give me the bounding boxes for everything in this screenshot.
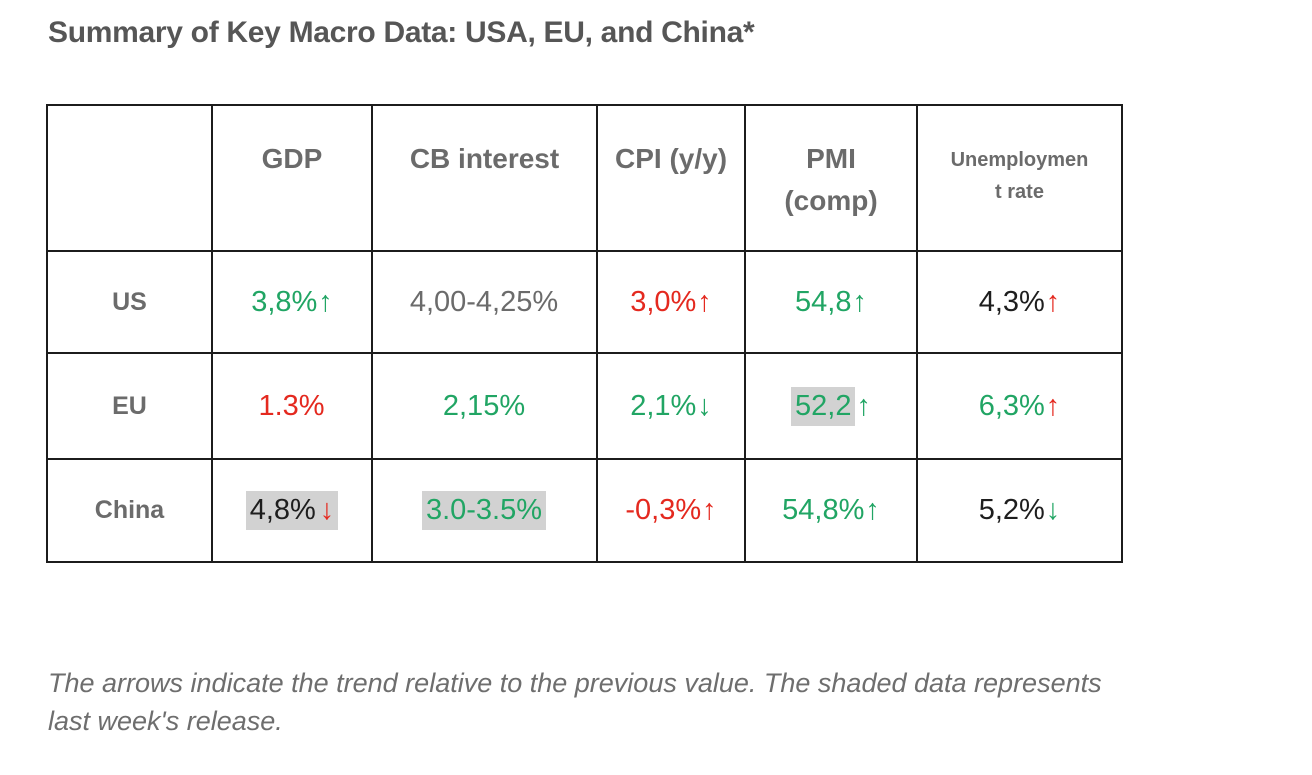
cell-value: 1.3%	[258, 389, 325, 422]
header-label: CPI (y/y)	[614, 143, 728, 174]
cell-us-unemployment: 4,3%↑	[916, 250, 1123, 354]
cell-value: 4,8%	[245, 491, 320, 530]
table-row-eu: EU 1.3% 2,15% 2,1%↓ 52,2 ↑ 6,3%↑	[46, 352, 1123, 460]
cell-china-pmi: 54,8%↑	[744, 458, 918, 563]
header-cell-unemployment: Unemploymen t rate	[916, 104, 1123, 252]
trend-arrow-icon: ↓	[697, 389, 712, 422]
cell-eu-cpi: 2,1%↓	[596, 352, 746, 460]
table-row-china: China 4,8% ↓ 3.0-3.5% -0,3%↑ 54,8%↑ 5,2%↓	[46, 458, 1123, 563]
footnote-line: The arrows indicate the trend relative t…	[48, 668, 1102, 698]
cell-china-gdp: 4,8% ↓	[211, 458, 373, 563]
cell-value: 52,2	[791, 386, 856, 426]
table-row-us: US 3,8%↑ 4,00-4,25% 3,0%↑ 54,8↑ 4,3%↑	[46, 250, 1123, 354]
trend-arrow-icon: ↑	[865, 494, 880, 526]
trend-arrow-icon: ↑	[318, 285, 333, 318]
cell-value: 2,15%	[442, 389, 526, 422]
cell-china-cpi: -0,3%↑	[596, 458, 746, 563]
header-cell-blank	[46, 104, 213, 252]
cell-value: 6,3%	[978, 389, 1045, 422]
cell-china-unemployment: 5,2%↓	[916, 458, 1123, 563]
cell-value: 4,3%	[978, 285, 1045, 318]
header-cell-pmi: PMI (comp)	[744, 104, 918, 252]
cell-eu-unemployment: 6,3%↑	[916, 352, 1123, 460]
cell-eu-pmi: 52,2 ↑	[744, 352, 918, 460]
header-label: PMI	[806, 143, 856, 174]
macro-data-table: GDP CB interest CPI (y/y) PMI (comp) Une…	[46, 104, 1123, 563]
cell-us-gdp: 3,8%↑	[211, 250, 373, 354]
trend-arrow-icon: ↑	[1045, 389, 1061, 422]
cell-us-cb-interest: 4,00-4,25%	[371, 250, 598, 354]
cell-value: 4,00-4,25%	[409, 285, 559, 318]
row-label-us: US	[46, 250, 213, 354]
trend-arrow-icon: ↑	[697, 285, 712, 318]
header-label-line2: t rate	[995, 181, 1044, 203]
cell-china-cb-interest: 3.0-3.5%	[371, 458, 598, 563]
cell-eu-cb-interest: 2,15%	[371, 352, 598, 460]
header-label: Unemploymen	[950, 149, 1089, 171]
cell-value: 3,8%	[251, 285, 318, 318]
trend-arrow-icon: ↑	[852, 285, 867, 318]
cell-eu-gdp: 1.3%	[211, 352, 373, 460]
footnote-line: last week's release.	[48, 706, 283, 736]
header-cell-cb-interest: CB interest	[371, 104, 598, 252]
cell-value: 54,8	[795, 285, 852, 318]
footnote: The arrows indicate the trend relative t…	[48, 664, 1102, 740]
cell-us-cpi: 3,0%↑	[596, 250, 746, 354]
row-label-china: China	[46, 458, 213, 563]
header-cell-gdp: GDP	[211, 104, 373, 252]
header-label-line2: (comp)	[784, 185, 878, 216]
cell-value: 3,0%	[630, 285, 697, 318]
cell-value: 54,8%	[782, 494, 865, 526]
trend-arrow-icon: ↓	[319, 491, 339, 530]
header-label: GDP	[261, 143, 323, 174]
cell-us-pmi: 54,8↑	[744, 250, 918, 354]
cell-value: 5,2%	[978, 494, 1045, 526]
trend-arrow-icon: ↑	[702, 494, 717, 526]
cell-value: 3.0-3.5%	[421, 491, 547, 530]
trend-arrow-icon: ↑	[1045, 285, 1061, 318]
cell-value: 2,1%	[630, 389, 697, 422]
trend-arrow-icon: ↓	[1045, 494, 1061, 526]
trend-arrow-icon: ↑	[856, 389, 871, 422]
header-row: GDP CB interest CPI (y/y) PMI (comp) Une…	[46, 104, 1123, 252]
header-cell-cpi: CPI (y/y)	[596, 104, 746, 252]
page-title: Summary of Key Macro Data: USA, EU, and …	[48, 16, 755, 49]
cell-value: -0,3%	[625, 494, 702, 526]
row-label-eu: EU	[46, 352, 213, 460]
header-label: CB interest	[409, 143, 560, 174]
